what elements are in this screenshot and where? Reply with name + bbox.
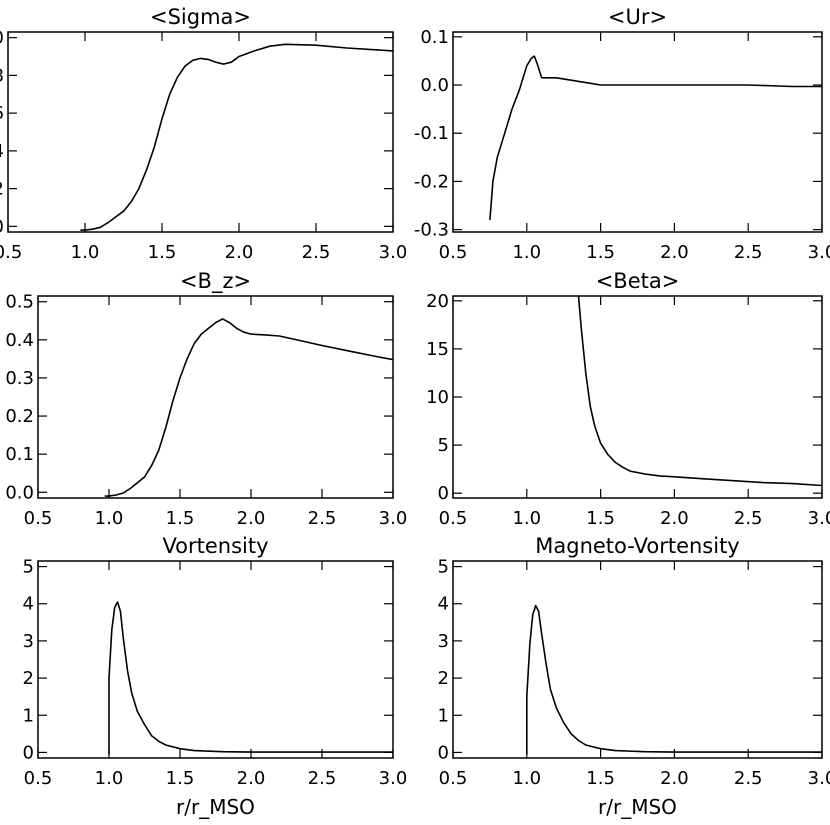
x-tick-label: 2.5 [734,242,763,263]
x-tick-label: 0.5 [439,768,468,789]
y-tick-label: 5 [438,435,449,456]
x-tick-label: 1.0 [512,242,541,263]
x-tick-label: 3.0 [379,768,408,789]
y-tick-label: 0.1 [420,27,449,48]
y-tick-label: 20 [426,291,449,312]
x-tick-label: 2.5 [308,768,337,789]
x-tick-label: 2.0 [660,242,689,263]
y-tick-label: 0.2 [5,406,34,427]
y-tick-label: -0.3 [414,220,449,241]
plot-frame [452,295,823,499]
series-line [80,43,393,231]
panel-3: <B_z> 0.5 1.0 1.5 2.0 2.5 3.0 0.0 0.1 0.2 0.3 0.4 0.… [5,269,407,529]
y-tick-label: 0.3 [5,368,34,389]
panel-title: <Sigma> [150,5,251,29]
panel-title: <Ur> [608,5,667,29]
x-tick-label: 1.5 [166,508,195,529]
y-tick-label: 5 [23,557,34,578]
y-tick-label: 1 [438,705,449,726]
y-tick-label: 10 [426,387,449,408]
x-tick-label: 3.0 [808,242,830,263]
y-tick-label: 1.0 [0,28,4,49]
x-tick-label: 3.0 [808,768,830,789]
series-line [526,604,822,755]
x-axis-label: r/r_MSO [598,795,677,819]
x-tick-label: 1.0 [95,768,124,789]
series-line [489,55,822,221]
x-tick-label: 1.0 [95,508,124,529]
x-tick-label: 2.5 [308,508,337,529]
x-tick-label: 2.0 [660,508,689,529]
plot-frame [7,31,394,233]
x-tick-label: 1.5 [148,242,177,263]
panel-5: Vortensity 0.5 1.0 1.5 2.0 2.5 3.0 0 1 2 3 4 5 r/r_MS… [23,534,408,819]
series-line [104,318,393,497]
y-tick-label: 2 [23,668,34,689]
y-tick-label: 4 [23,594,34,615]
y-tick-label: 4 [438,594,449,615]
x-tick-label: 1.5 [586,508,615,529]
x-tick-label: 0.5 [439,242,468,263]
panel-2: <Ur> 0.5 1.0 1.5 2.0 2.5 3.0 -0.3 -0.2 -0.1 0.0 0.1 [414,5,830,263]
series-line [577,296,822,487]
y-tick-label: 3 [438,631,449,652]
plot-frame [37,560,394,759]
panel-title: <Beta> [596,269,680,293]
y-tick-label: 0 [438,483,449,504]
y-tick-label: 1 [23,705,34,726]
x-tick-label: 3.0 [379,242,408,263]
y-tick-label: 5 [438,557,449,578]
panel-title: <B_z> [180,269,251,294]
y-tick-label: 15 [426,339,449,360]
y-tick-label: 0.2 [0,179,4,200]
y-tick-label: 0.8 [0,65,4,86]
panel-title: Magneto-Vortensity [535,534,739,558]
x-tick-label: 1.5 [586,768,615,789]
x-tick-label: 1.5 [586,242,615,263]
plot-frame [452,560,823,759]
panel-6: Magneto-Vortensity 0.5 1.0 1.5 2.0 2.5 3.0 0 1 2 3… [438,534,830,819]
x-tick-label: 1.5 [166,768,195,789]
x-tick-label: 0.5 [24,508,53,529]
x-tick-label: 0.5 [439,508,468,529]
plot-frame [452,31,823,233]
y-tick-label: -0.1 [414,123,449,144]
y-tick-label: -0.2 [414,171,449,192]
panel-title: Vortensity [162,534,268,558]
x-tick-label: 2.0 [225,242,254,263]
y-tick-label: 0.6 [0,103,4,124]
y-tick-label: 0.0 [420,75,449,96]
y-tick-label: 0.5 [5,292,34,313]
plot-frame [37,295,394,499]
series-line [108,601,393,755]
y-tick-label: 0.4 [5,330,34,351]
panel-4: <Beta> 0.5 1.0 1.5 2.0 2.5 3.0 0 5 10 15 20 [426,269,830,529]
x-tick-label: 2.5 [734,508,763,529]
x-tick-label: 2.5 [734,768,763,789]
x-tick-label: 2.0 [237,768,266,789]
y-tick-label: 0 [23,742,34,763]
x-tick-label: 1.0 [512,768,541,789]
y-tick-label: 0.1 [5,444,34,465]
y-tick-label: 0.4 [0,141,4,162]
y-tick-label: 0.0 [5,482,34,503]
y-tick-label: 2 [438,668,449,689]
y-tick-label: 0 [438,742,449,763]
x-tick-label: 3.0 [808,508,830,529]
panel-1: <Sigma> 0.5 1.0 1.5 2.0 2.5 3.0 0.0 0.2 0.4 0.6 0.8… [0,5,407,263]
x-tick-label: 1.0 [71,242,100,263]
x-axis-label: r/r_MSO [176,795,255,819]
x-tick-label: 2.0 [660,768,689,789]
y-tick-label: 3 [23,631,34,652]
x-tick-label: 0.5 [24,768,53,789]
x-tick-label: 1.0 [512,508,541,529]
x-tick-label: 3.0 [379,508,408,529]
x-tick-label: 2.5 [302,242,331,263]
y-tick-label: 0.0 [0,216,4,237]
x-tick-label: 2.0 [237,508,266,529]
x-tick-label: 0.5 [0,242,22,263]
